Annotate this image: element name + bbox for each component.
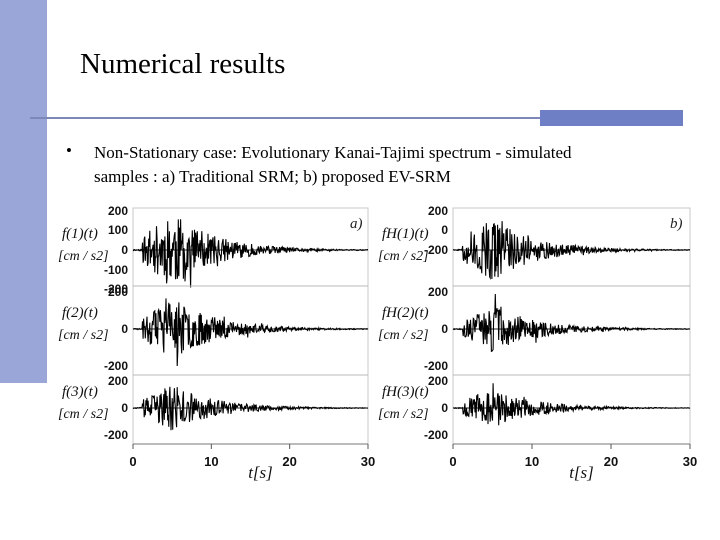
series-label: fH(3)(t) [382,384,429,400]
y-tick-label: -200 [424,243,448,257]
bullet-line-2: samples : a) Traditional SRM; b) propose… [94,167,451,186]
y-tick-label: 100 [108,223,128,237]
series-unit: [cm / s2] [58,249,109,264]
y-tick-label: -200 [424,359,448,373]
y-tick-label: 200 [428,204,448,218]
y-tick-label: 200 [108,285,128,299]
y-tick-label: -200 [104,359,128,373]
bullet-text: Non-Stationary case: Evolutionary Kanai-… [94,141,694,189]
y-tick-label: 0 [441,223,448,237]
y-tick-label: -200 [104,428,128,442]
title-divider [30,117,540,119]
x-tick-label: 0 [129,454,136,469]
signal-trace-1 [132,219,369,288]
signal-trace-3 [452,383,691,426]
y-tick-label: -200 [104,282,128,296]
series-label: f(1)(t) [62,226,98,242]
panel-label: a) [350,216,363,232]
y-tick-label: 0 [441,322,448,336]
y-tick-label: -100 [104,263,128,277]
x-tick-label: 0 [449,454,456,469]
x-tick-label: 30 [361,454,375,469]
y-tick-label: 0 [121,322,128,336]
y-tick-label: 200 [428,285,448,299]
x-tick-label: 30 [683,454,697,469]
x-tick-label: 20 [604,454,618,469]
series-label: fH(1)(t) [382,226,429,242]
y-tick-label: 200 [108,374,128,388]
bullet-line-1: Non-Stationary case: Evolutionary Kanai-… [94,143,572,162]
left-accent-bar [0,0,47,383]
y-tick-label: 0 [121,401,128,415]
series-unit: [cm / s2] [378,249,429,264]
y-tick-label: 200 [108,204,128,218]
signal-trace-1 [452,221,691,280]
x-tick-label: 10 [525,454,539,469]
x-axis-label: t[s] [569,463,594,482]
x-tick-label: 20 [282,454,296,469]
series-unit: [cm / s2] [58,328,109,343]
bullet-marker: • [66,141,72,160]
y-tick-label: 0 [441,401,448,415]
signal-trace-3 [132,386,369,431]
series-label: f(2)(t) [62,305,98,321]
title-divider-block [540,110,683,126]
series-unit: [cm / s2] [58,407,109,422]
y-tick-label: -200 [424,428,448,442]
series-unit: [cm / s2] [378,328,429,343]
slide-title: Numerical results [80,48,286,80]
series-unit: [cm / s2] [378,407,429,422]
signal-trace-2 [452,293,691,353]
x-axis-label: t[s] [248,463,273,482]
signal-trace-2 [132,298,369,367]
y-tick-label: 200 [428,374,448,388]
x-tick-label: 10 [204,454,218,469]
series-label: f(3)(t) [62,384,98,400]
series-label: fH(2)(t) [382,305,429,321]
y-tick-label: 0 [121,243,128,257]
panel-label: b) [670,216,683,232]
